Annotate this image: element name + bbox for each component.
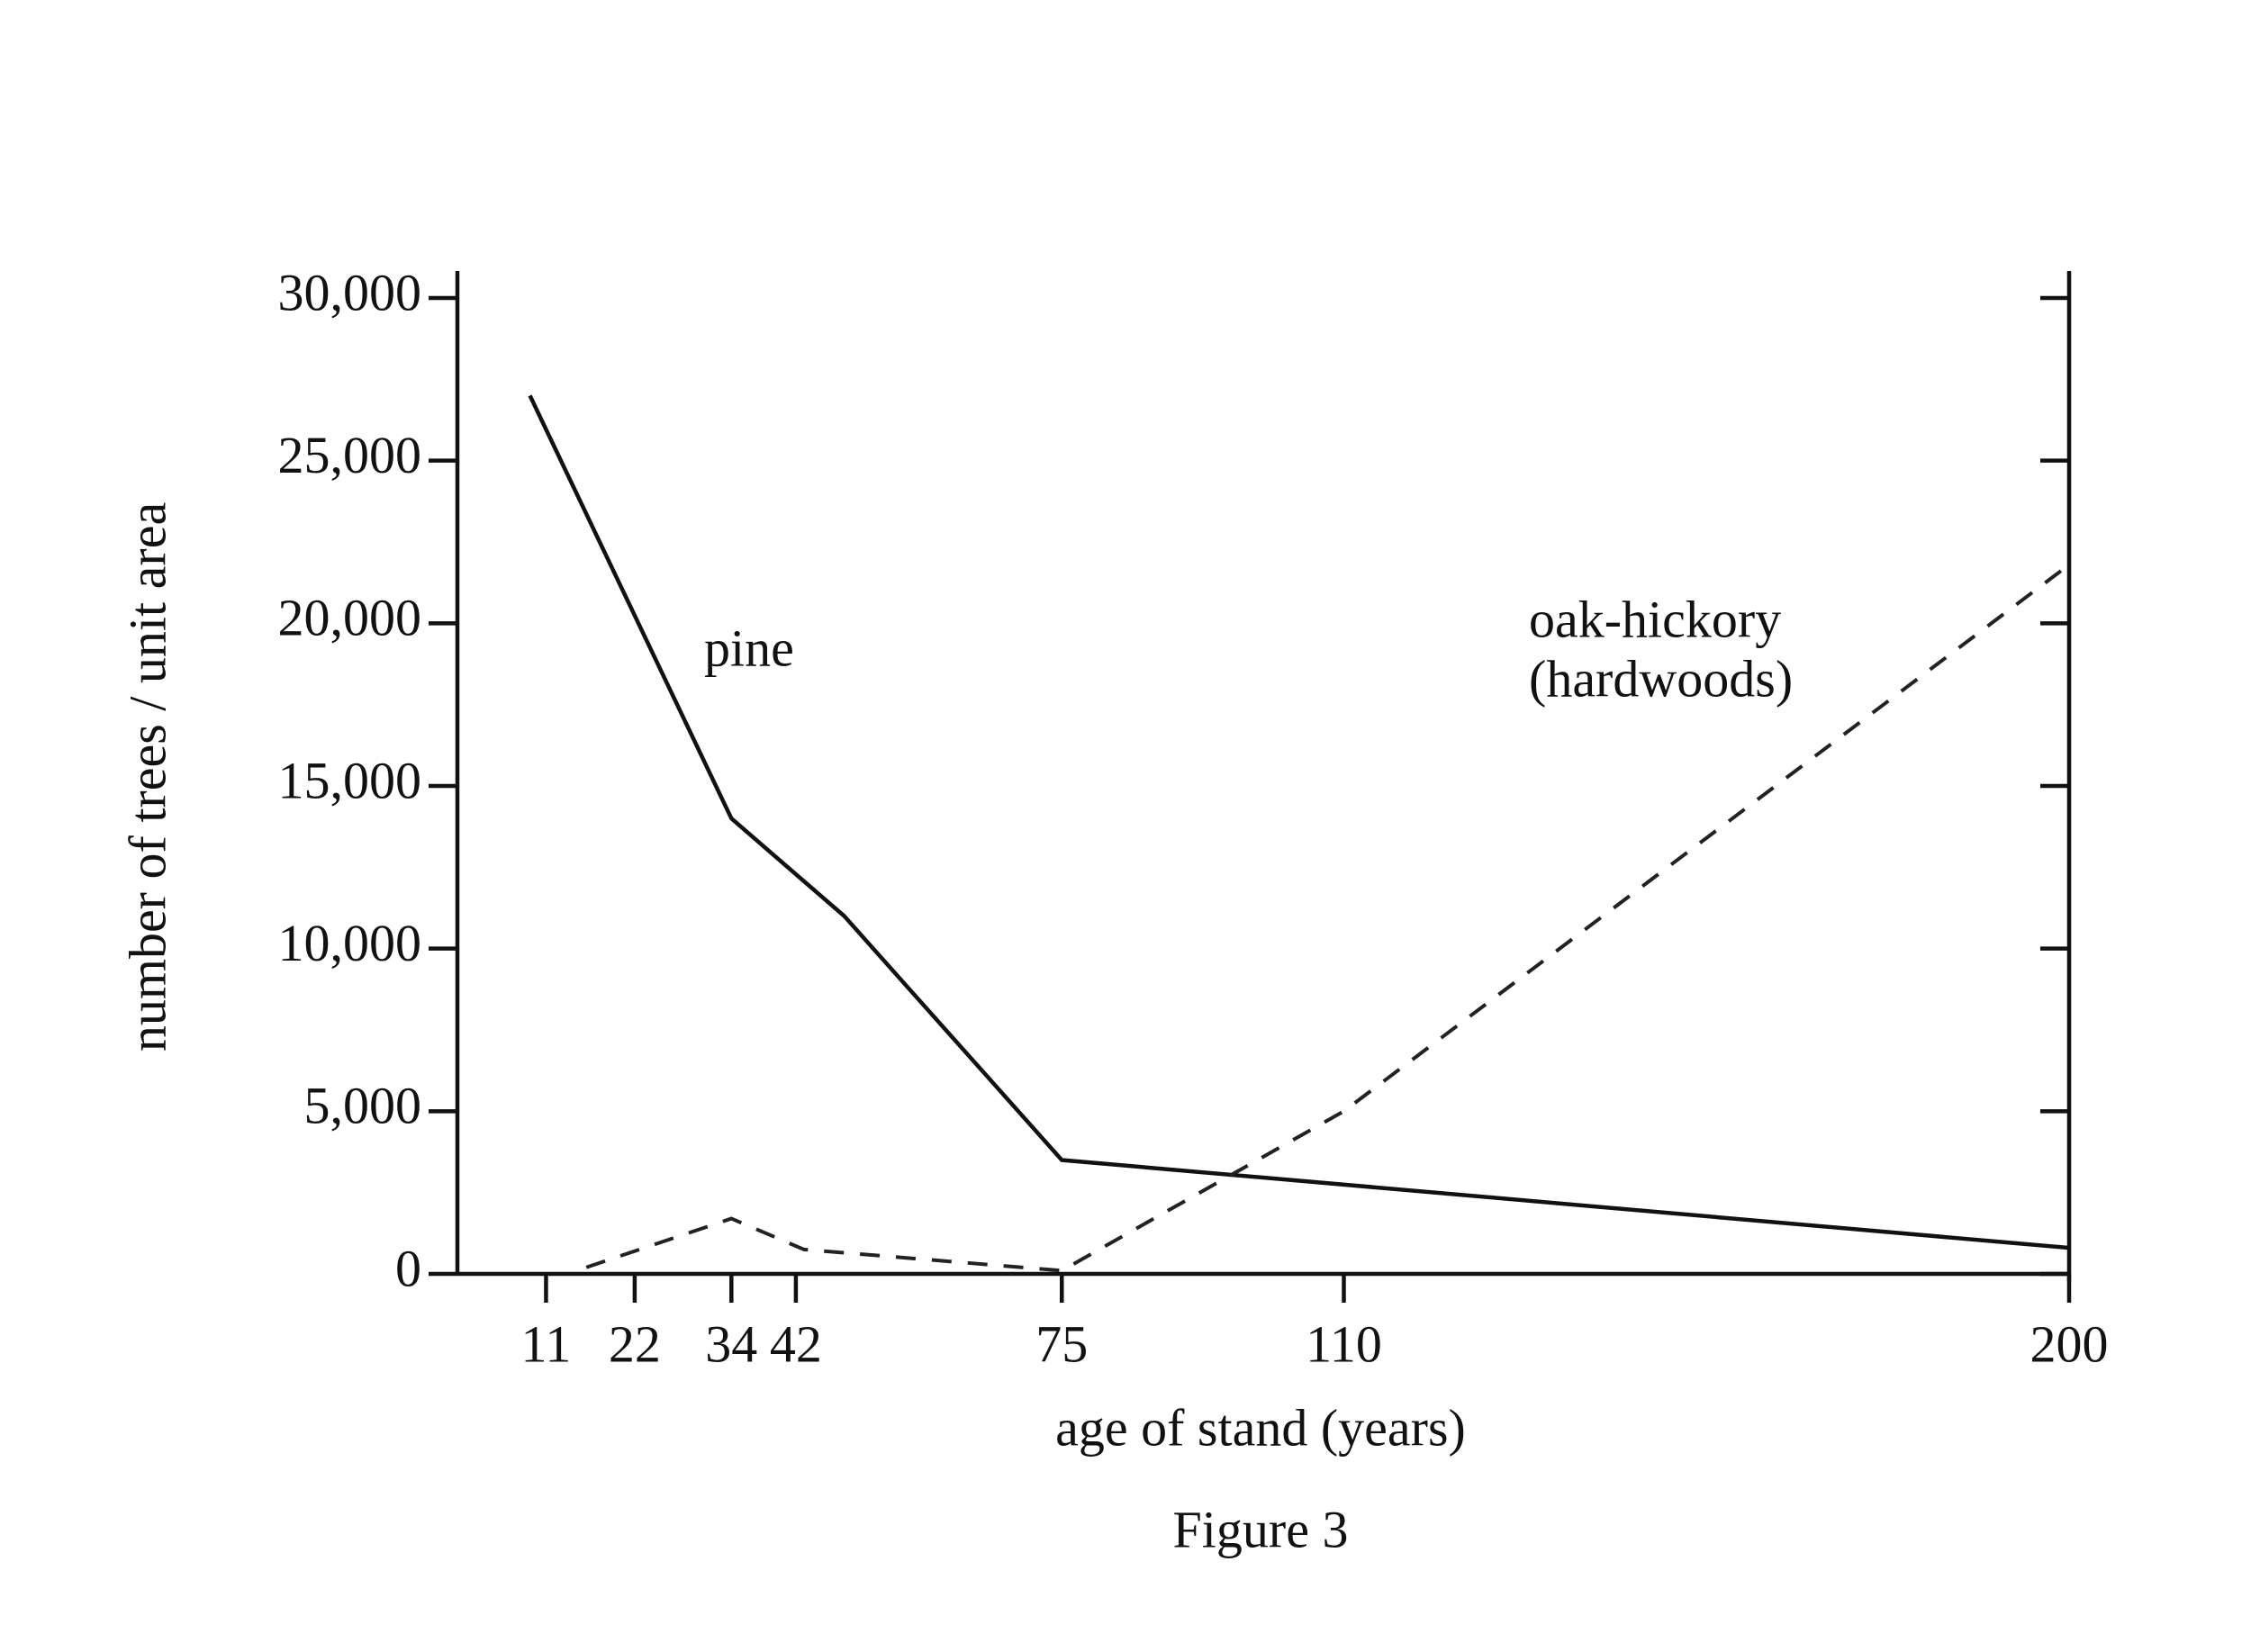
series-line	[585, 563, 2071, 1273]
caption: Figure 3	[1173, 1500, 1349, 1558]
x-tick-label: 42	[770, 1314, 822, 1373]
x-tick-label: 110	[1306, 1314, 1382, 1373]
x-tick-label: 34	[705, 1314, 757, 1373]
series-label: pine	[704, 618, 794, 677]
x-tick-label: 200	[2030, 1314, 2109, 1373]
y-tick-label: 30,000	[278, 263, 422, 321]
y-tick-label: 10,000	[278, 914, 422, 972]
y-tick-label: 20,000	[278, 589, 422, 647]
y-tick-label: 0	[395, 1239, 421, 1297]
series-line	[528, 394, 2070, 1250]
y-tick-label: 25,000	[278, 426, 422, 484]
x-axis-label: age of stand (years)	[1055, 1398, 1466, 1457]
y-axis-label: number of trees / unit area	[118, 502, 176, 1052]
y-tick-label: 15,000	[278, 751, 422, 809]
series-label: oak-hickory	[1529, 590, 1781, 648]
y-tick-label: 5,000	[304, 1077, 422, 1135]
x-tick-label: 22	[609, 1314, 661, 1373]
series-note: (hardwoods)	[1529, 649, 1793, 708]
x-tick-label: 75	[1035, 1314, 1088, 1373]
x-tick-label: 11	[521, 1314, 572, 1373]
